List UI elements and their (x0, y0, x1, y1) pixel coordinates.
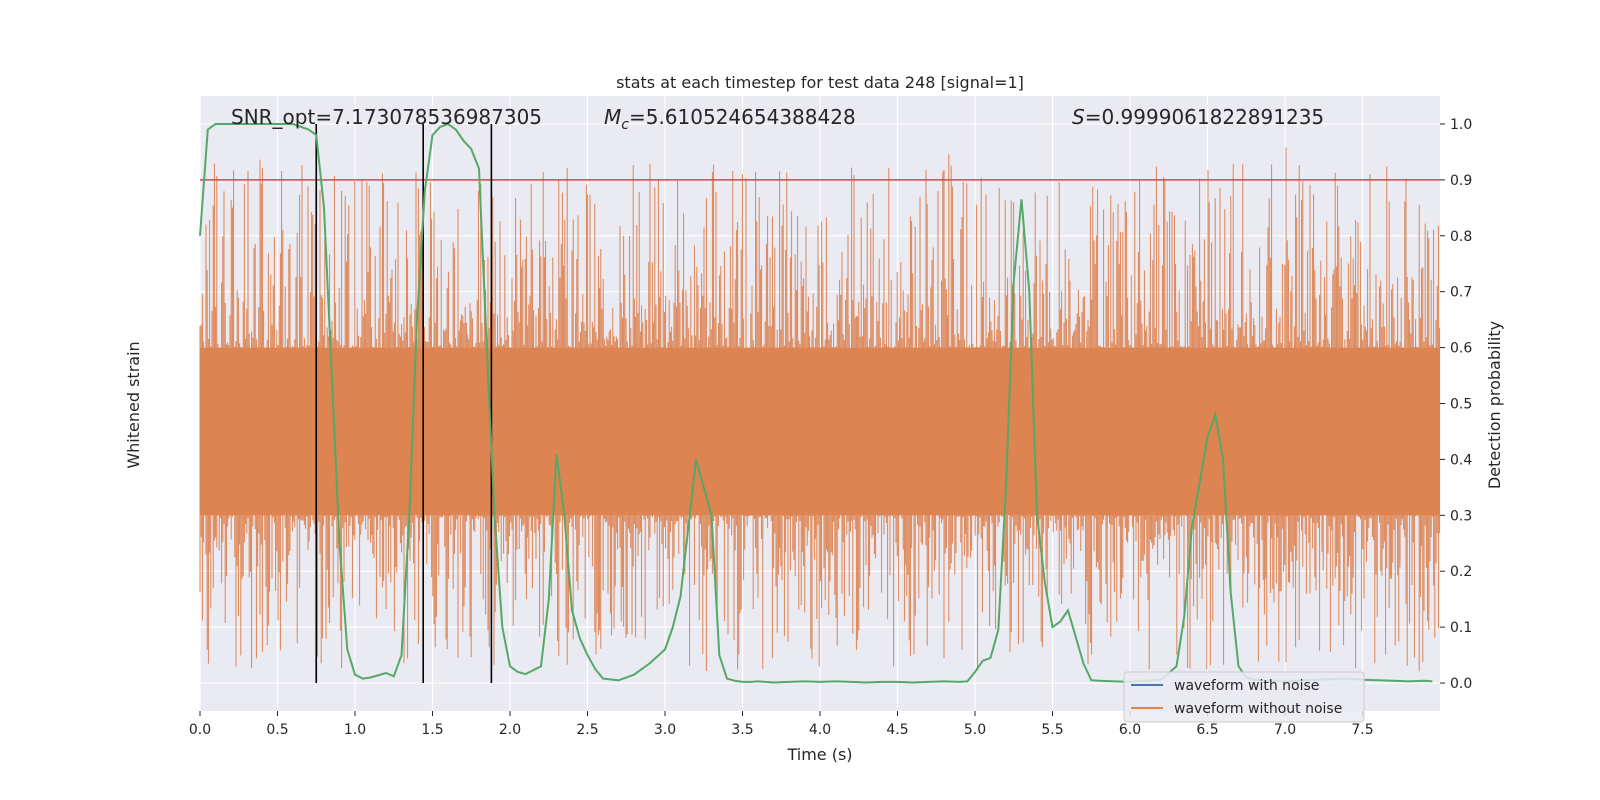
snr-ratio-annotation: S=0.9999061822891235 (1072, 105, 1324, 129)
x-tick-label: 2.0 (499, 722, 521, 738)
legend-label-with-noise: waveform with noise (1174, 678, 1319, 694)
legend-box (1123, 671, 1365, 723)
chirp-mass-symbol: M (604, 105, 621, 129)
snr-annotation: SNR_opt=7.173078536987305 (231, 105, 542, 129)
y-tick-label: 0.9 (1450, 173, 1472, 189)
y-tick-label: 0.1 (1450, 620, 1472, 636)
y-tick-label: 0.8 (1450, 229, 1472, 245)
y-tick-label: 0.4 (1450, 452, 1472, 468)
s-value: =0.9999061822891235 (1085, 105, 1324, 129)
x-tick-label: 3.5 (731, 722, 753, 738)
right-axis-label: Detection probability (1485, 321, 1504, 489)
y-tick-label: 0.2 (1450, 564, 1472, 580)
legend: waveform with noise waveform without noi… (1123, 671, 1365, 723)
chirp-mass-value: =5.610524654388428 (629, 105, 856, 129)
chart-title: stats at each timestep for test data 248… (616, 73, 1024, 92)
x-tick-label: 0.5 (266, 722, 288, 738)
strain-trace (199, 147, 1441, 672)
strain-bars (199, 147, 1441, 672)
y-tick-label: 0.6 (1450, 341, 1472, 357)
y-tick-label: 0.0 (1450, 676, 1472, 692)
x-tick-label: 6.5 (1196, 722, 1218, 738)
x-tick-label: 4.5 (886, 722, 908, 738)
x-tick-label: 6.0 (1119, 722, 1141, 738)
s-symbol: S (1072, 105, 1085, 129)
x-tick-label: 5.0 (964, 722, 986, 738)
y-tick-label: 0.5 (1450, 397, 1472, 413)
left-axis-label: Whitened strain (124, 341, 143, 468)
x-tick-label: 1.0 (344, 722, 366, 738)
x-tick-label: 1.5 (421, 722, 443, 738)
y-tick-label: 0.7 (1450, 285, 1472, 301)
x-tick-label: 7.5 (1351, 722, 1373, 738)
x-tick-label: 2.5 (576, 722, 598, 738)
x-tick-label: 4.0 (809, 722, 831, 738)
chirp-mass-annotation: Mc=5.610524654388428 (604, 105, 856, 133)
chirp-mass-subscript: c (621, 117, 629, 133)
legend-label-without-noise: waveform without noise (1174, 701, 1342, 717)
x-tick-label: 3.0 (654, 722, 676, 738)
y-tick-label: 1.0 (1450, 117, 1472, 133)
y-ticks-right: 0.0 0.1 0.2 0.3 0.4 0.5 0.6 0.7 0.8 0.9 1.0 (1440, 117, 1472, 692)
x-tick-label: 5.5 (1041, 722, 1063, 738)
y-tick-label: 0.3 (1450, 508, 1472, 524)
x-tick-label: 0.0 (189, 722, 211, 738)
detection-probability-line (199, 122, 1433, 684)
x-axis-label: Time (s) (786, 745, 852, 764)
x-ticks: 0.0 0.5 1.0 1.5 2.0 2.5 3.0 3.5 4.0 4.5 5.0 5.5 6.0 6… (189, 711, 1374, 738)
x-tick-label: 7.0 (1274, 722, 1296, 738)
